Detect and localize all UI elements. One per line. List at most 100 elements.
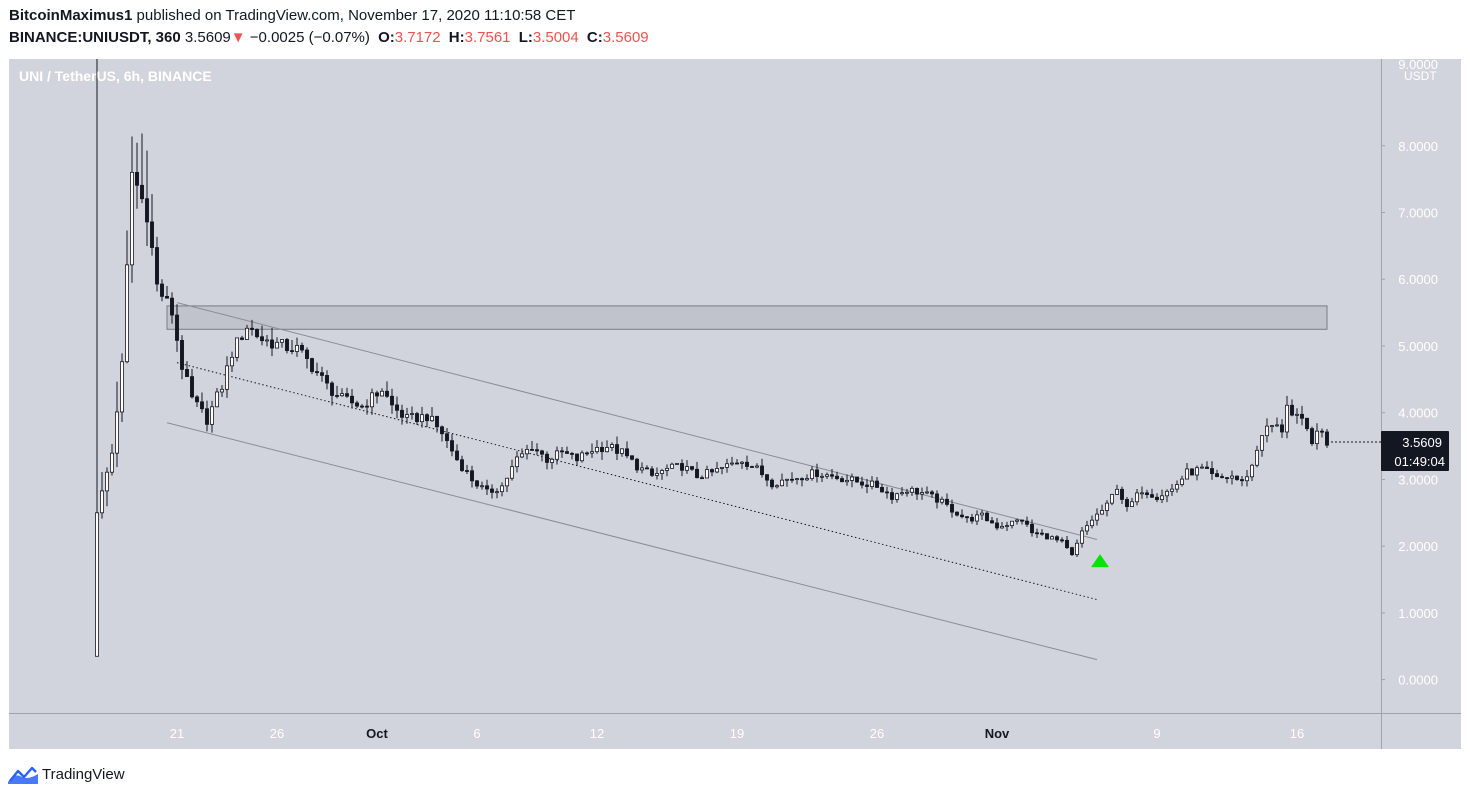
candle-body[interactable] (865, 484, 869, 487)
candle-body[interactable] (815, 469, 819, 477)
candle-body[interactable] (510, 466, 514, 479)
candle-body[interactable] (1245, 476, 1249, 482)
candle-body[interactable] (385, 390, 389, 397)
candle-body[interactable] (1115, 488, 1119, 495)
candle-body[interactable] (725, 463, 729, 468)
candle-body[interactable] (550, 458, 554, 463)
candle-body[interactable] (790, 478, 794, 481)
candle-body[interactable] (440, 426, 444, 435)
candle-body[interactable] (900, 492, 904, 495)
candle-body[interactable] (595, 447, 599, 453)
candle-body[interactable] (115, 411, 119, 454)
candle-body[interactable] (465, 470, 469, 472)
candle-body[interactable] (600, 447, 604, 453)
candle-body[interactable] (1160, 495, 1164, 500)
candle-body[interactable] (1050, 536, 1054, 540)
candle-body[interactable] (775, 485, 779, 488)
candle-body[interactable] (685, 466, 689, 471)
candle-body[interactable] (260, 336, 264, 342)
candle-body[interactable] (1215, 473, 1219, 477)
candle-body[interactable] (255, 329, 259, 338)
candle-body[interactable] (205, 408, 209, 425)
candle-body[interactable] (540, 450, 544, 455)
candle-body[interactable] (895, 493, 899, 500)
candle-body[interactable] (555, 450, 559, 460)
candle-body[interactable] (170, 297, 174, 316)
candle-body[interactable] (335, 395, 339, 397)
candle-body[interactable] (1055, 536, 1059, 541)
candle-body[interactable] (710, 469, 714, 473)
candle-body[interactable] (1005, 525, 1009, 527)
candle-body[interactable] (1015, 519, 1019, 522)
candle-body[interactable] (380, 390, 384, 397)
candle-body[interactable] (1030, 523, 1034, 534)
candle-body[interactable] (695, 468, 699, 479)
candle-body[interactable] (1175, 484, 1179, 490)
candle-body[interactable] (730, 462, 734, 465)
candle-body[interactable] (230, 356, 234, 367)
candle-body[interactable] (1110, 494, 1114, 504)
candle-body[interactable] (140, 184, 144, 200)
candle-body[interactable] (1170, 488, 1174, 492)
candle-body[interactable] (1105, 502, 1109, 511)
candle-body[interactable] (515, 456, 519, 468)
candle-body[interactable] (215, 391, 219, 408)
candle-body[interactable] (1315, 430, 1319, 445)
candle-body[interactable] (615, 444, 619, 454)
candle-body[interactable] (305, 349, 309, 359)
candle-body[interactable] (580, 452, 584, 462)
candle-body[interactable] (585, 452, 589, 455)
candle-body[interactable] (100, 490, 104, 514)
candle-body[interactable] (665, 467, 669, 471)
candle-body[interactable] (720, 466, 724, 469)
candle-body[interactable] (250, 327, 254, 330)
candle-body[interactable] (110, 452, 114, 473)
candle-body[interactable] (965, 516, 969, 519)
candle-body[interactable] (155, 247, 159, 285)
candle-body[interactable] (1035, 532, 1039, 535)
candle-body[interactable] (545, 453, 549, 463)
candle-body[interactable] (850, 476, 854, 481)
candle-body[interactable] (1080, 530, 1084, 544)
candle-body[interactable] (880, 487, 884, 493)
candle-body[interactable] (975, 514, 979, 522)
candle-body[interactable] (1225, 477, 1229, 479)
candle-body[interactable] (990, 520, 994, 524)
candle-body[interactable] (145, 198, 149, 223)
candle-body[interactable] (245, 327, 249, 340)
candle-body[interactable] (520, 453, 524, 458)
candle-body[interactable] (405, 414, 409, 418)
candle-body[interactable] (290, 350, 294, 352)
candle-body[interactable] (1230, 475, 1234, 479)
candle-body[interactable] (500, 485, 504, 493)
candle-body[interactable] (795, 478, 799, 480)
candle-body[interactable] (820, 475, 824, 478)
candle-body[interactable] (570, 453, 574, 455)
candle-body[interactable] (940, 498, 944, 503)
candle-body[interactable] (360, 405, 364, 408)
candle-body[interactable] (700, 477, 704, 480)
candle-body[interactable] (640, 467, 644, 471)
candle-body[interactable] (125, 264, 129, 363)
candle-body[interactable] (330, 382, 334, 396)
candle-body[interactable] (1085, 525, 1089, 532)
candle-body[interactable] (705, 469, 709, 479)
candle-body[interactable] (590, 451, 594, 454)
candle-body[interactable] (910, 487, 914, 493)
candle-body[interactable] (480, 485, 484, 488)
candle-body[interactable] (860, 481, 864, 486)
candle-body[interactable] (1165, 490, 1169, 497)
candle-body[interactable] (1235, 475, 1239, 480)
candle-body[interactable] (130, 171, 134, 266)
candle-body[interactable] (650, 468, 654, 476)
candle-body[interactable] (175, 314, 179, 341)
candle-body[interactable] (220, 388, 224, 393)
candle-body[interactable] (870, 480, 874, 487)
candle-body[interactable] (450, 440, 454, 452)
candle-body[interactable] (395, 404, 399, 411)
candle-body[interactable] (365, 405, 369, 408)
candle-body[interactable] (575, 453, 579, 462)
candle-body[interactable] (1275, 424, 1279, 427)
candle-body[interactable] (930, 491, 934, 495)
candle-body[interactable] (855, 476, 859, 483)
